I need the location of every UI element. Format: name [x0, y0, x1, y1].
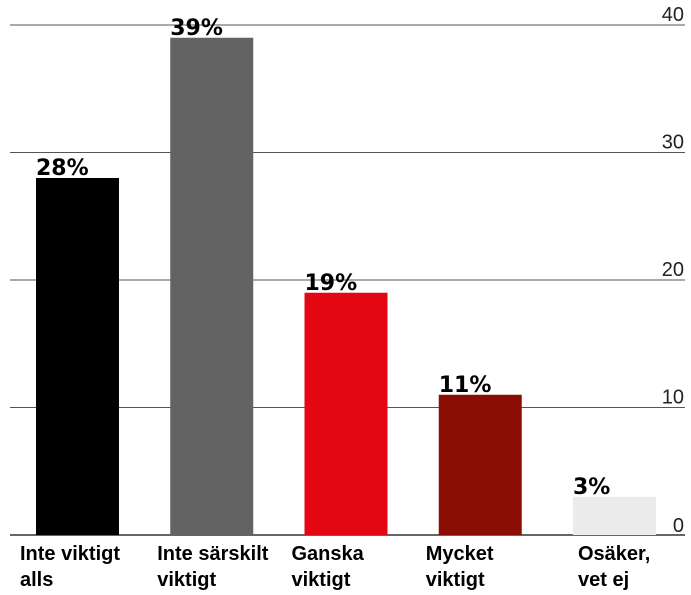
category-label: Mycket [426, 543, 494, 565]
category-label: Inte viktigt [20, 543, 120, 565]
y-tick-label: 30 [662, 132, 684, 154]
category-label: Osäker, [578, 543, 650, 565]
bar [36, 178, 119, 535]
category-label: alls [20, 569, 53, 591]
data-label: 28% [36, 156, 89, 181]
data-label: 3% [573, 475, 610, 500]
y-tick-label: 10 [662, 387, 684, 409]
category-label: vet ej [578, 569, 629, 591]
bar [438, 394, 522, 535]
y-tick-labels: 0 10 20 30 40 [662, 4, 684, 537]
bar [304, 292, 388, 535]
category-label: Ganska [292, 543, 365, 565]
data-label: 19% [305, 271, 358, 296]
bar [573, 496, 656, 535]
y-tick-label: 40 [662, 4, 684, 26]
category-label: Inte särskilt [157, 543, 269, 565]
y-tick-label: 20 [662, 259, 684, 281]
data-label: 11% [439, 373, 492, 398]
bar [170, 37, 254, 535]
category-label: viktigt [426, 569, 485, 591]
category-label: viktigt [157, 569, 216, 591]
y-tick-label: 0 [673, 515, 684, 537]
data-labels: 28% 39% 19% 11% 3% [36, 16, 610, 500]
category-labels: Inte viktigt alls Inte särskilt viktigt Gans… [20, 543, 650, 591]
category-label: viktigt [292, 569, 351, 591]
bars [36, 37, 656, 535]
data-label: 39% [170, 16, 223, 41]
